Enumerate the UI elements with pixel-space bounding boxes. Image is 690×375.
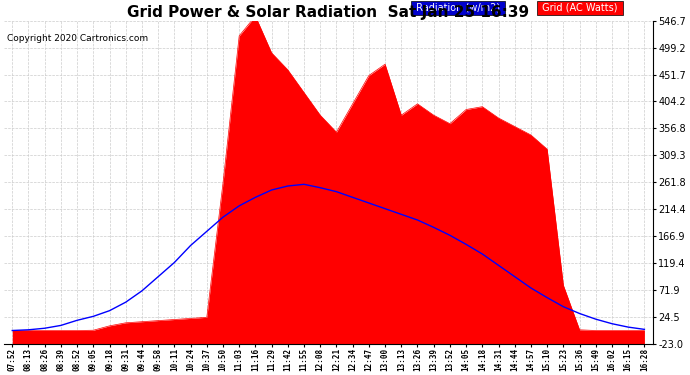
- Title: Grid Power & Solar Radiation  Sat Jan 25 16:39: Grid Power & Solar Radiation Sat Jan 25 …: [127, 4, 529, 20]
- Text: Grid (AC Watts): Grid (AC Watts): [539, 3, 621, 13]
- Text: Radiation (w/m2): Radiation (w/m2): [413, 3, 503, 13]
- Text: Copyright 2020 Cartronics.com: Copyright 2020 Cartronics.com: [7, 34, 148, 43]
